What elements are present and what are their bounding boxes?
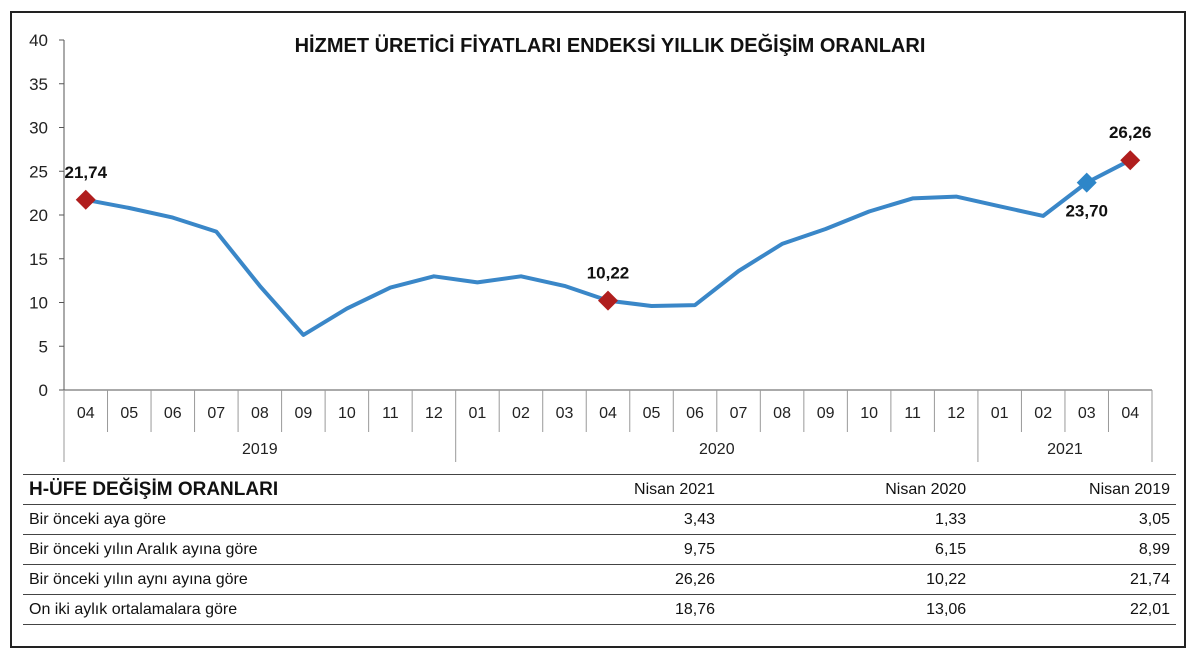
x-tick-label: 10: [860, 405, 878, 422]
table-title-bold: DEĞİŞİM ORANLARI: [92, 478, 279, 500]
data-point: [693, 303, 697, 307]
x-tick-label: 12: [425, 405, 443, 422]
table-cell: 26,26: [427, 564, 721, 595]
x-tick-label: 01: [469, 405, 487, 422]
data-point: [258, 284, 262, 288]
line-chart: HİZMET ÜRETİCİ FİYATLARI ENDEKSİ YILLIK …: [29, 31, 1153, 462]
data-point: [562, 284, 566, 288]
highlight-marker: [1076, 172, 1097, 193]
x-tick-label: 05: [643, 405, 661, 422]
data-label: 10,22: [587, 264, 630, 283]
data-label: 21,74: [64, 163, 107, 182]
x-tick-label: 08: [251, 405, 269, 422]
change-rates-table: H-ÜFE DEĞİŞİM ORANLARI Nisan 2021 Nisan …: [23, 474, 1176, 625]
y-tick-label: 35: [29, 75, 48, 94]
table-cell: 10,22: [720, 564, 973, 595]
x-tick-label: 09: [294, 405, 312, 422]
x-tick-label: 02: [512, 405, 530, 422]
data-point: [780, 242, 784, 246]
x-tick-label: 11: [904, 405, 921, 422]
x-tick-label: 02: [1034, 405, 1052, 422]
data-point: [475, 280, 479, 284]
y-tick-label: 25: [29, 162, 48, 181]
x-tick-label: 03: [1078, 405, 1096, 422]
data-label: 26,26: [1109, 123, 1152, 142]
table-row: On iki aylık ortalamalara göre 18,76 13,…: [23, 594, 1176, 625]
x-tick-label: 09: [817, 405, 835, 422]
table-cell: 1,33: [720, 504, 973, 535]
data-point: [867, 210, 871, 213]
column-header: Nisan 2020: [720, 474, 973, 505]
table-cell: 6,15: [720, 534, 973, 565]
y-tick-label: 15: [29, 250, 48, 269]
chart-title: HİZMET ÜRETİCİ FİYATLARI ENDEKSİ YILLIK …: [295, 33, 926, 57]
data-point: [301, 333, 305, 337]
table-cell: 22,01: [972, 594, 1176, 625]
column-header: Nisan 2021: [427, 474, 721, 505]
row-label: On iki aylık ortalamalara göre: [23, 594, 428, 625]
year-label: 2021: [1047, 441, 1083, 458]
y-tick-label: 10: [29, 294, 48, 313]
data-point: [345, 307, 349, 311]
y-tick-label: 5: [39, 337, 48, 356]
data-point: [519, 274, 523, 278]
y-tick-label: 20: [29, 206, 48, 225]
data-point: [824, 227, 828, 231]
x-tick-label: 01: [991, 405, 1009, 422]
highlight-marker: [1120, 150, 1141, 171]
highlight-marker: [75, 189, 96, 210]
data-point: [432, 274, 436, 278]
table-row: Bir önceki aya göre 3,43 1,33 3,05: [23, 504, 1176, 535]
data-point: [954, 195, 958, 199]
x-tick-label: 07: [730, 405, 748, 422]
table-cell: 3,43: [427, 504, 721, 535]
data-point: [737, 269, 741, 273]
x-tick-label: 10: [338, 405, 356, 422]
y-tick-label: 40: [29, 31, 48, 50]
x-tick-label: 04: [77, 405, 95, 422]
x-tick-label: 11: [382, 405, 399, 422]
table-cell: 13,06: [720, 594, 973, 625]
table-header-row: H-ÜFE DEĞİŞİM ORANLARI Nisan 2021 Nisan …: [23, 474, 1176, 505]
data-point: [650, 304, 654, 308]
y-tick-label: 0: [39, 381, 48, 400]
table-cell: 9,75: [427, 534, 721, 565]
x-tick-label: 05: [120, 405, 138, 422]
data-point: [171, 216, 175, 220]
data-point: [127, 206, 131, 210]
data-point: [998, 204, 1002, 208]
row-label: Bir önceki aya göre: [23, 504, 428, 535]
x-tick-label: 04: [1121, 405, 1139, 422]
table-cell: 3,05: [972, 504, 1176, 535]
y-tick-label: 30: [29, 119, 48, 138]
highlight-marker: [598, 290, 618, 311]
data-label: 23,70: [1065, 202, 1108, 221]
x-tick-label: 08: [773, 405, 791, 422]
x-tick-label: 07: [207, 405, 225, 422]
x-tick-label: 03: [556, 405, 574, 422]
table-cell: 21,74: [972, 564, 1176, 595]
year-label: 2020: [699, 441, 735, 458]
column-header: Nisan 2019: [972, 474, 1176, 505]
data-point: [1041, 214, 1045, 218]
year-label: 2019: [242, 441, 278, 458]
table-cell: 18,76: [427, 594, 721, 625]
data-point: [388, 286, 392, 290]
x-tick-label: 12: [947, 405, 965, 422]
data-point: [911, 196, 915, 200]
x-tick-label: 04: [599, 405, 617, 422]
table-cell: 8,99: [972, 534, 1176, 565]
row-label: Bir önceki yılın aynı ayına göre: [23, 564, 428, 595]
table-title-prefix: H-ÜFE: [29, 478, 93, 500]
data-point: [214, 230, 218, 234]
row-label: Bir önceki yılın Aralık ayına göre: [23, 534, 428, 565]
table-row: Bir önceki yılın aynı ayına göre 26,26 1…: [23, 564, 1176, 595]
x-tick-label: 06: [686, 405, 704, 422]
x-tick-label: 06: [164, 405, 182, 422]
table-title: H-ÜFE DEĞİŞİM ORANLARI: [23, 474, 428, 505]
table-row: Bir önceki yılın Aralık ayına göre 9,75 …: [23, 534, 1176, 565]
